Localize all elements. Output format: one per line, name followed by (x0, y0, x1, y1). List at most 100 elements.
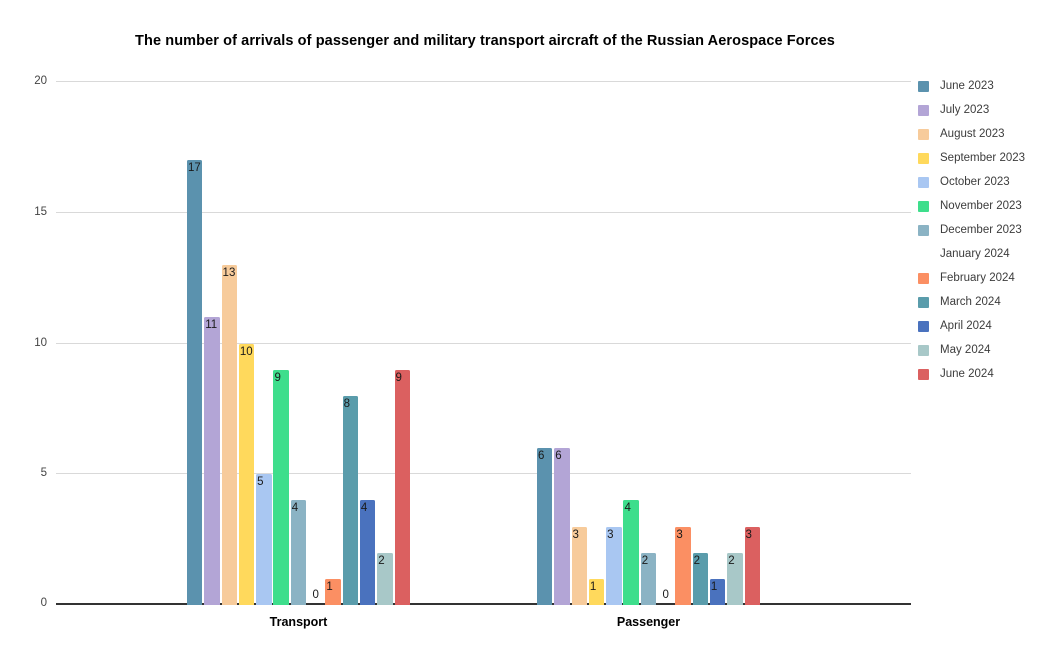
bar-slot: 3 (571, 82, 588, 605)
y-axis-tick-label: 0 (40, 597, 47, 609)
bar-value-label: 1 (326, 580, 333, 593)
legend-item[interactable]: June 2024 (918, 362, 1058, 386)
bar[interactable]: 17 (186, 160, 203, 605)
legend-label: April 2024 (940, 320, 992, 332)
x-axis-group-label: Passenger (616, 615, 681, 629)
bar-slot: 6 (553, 82, 570, 605)
bar[interactable]: 1 (588, 578, 605, 605)
bar[interactable]: 13 (221, 265, 237, 605)
legend-item[interactable]: September 2023 (918, 146, 1058, 170)
bar-slot: 8 (342, 82, 359, 605)
legend-label: June 2023 (940, 80, 994, 92)
bar[interactable]: 2 (640, 552, 657, 605)
legend-label: June 2024 (940, 368, 994, 380)
bar[interactable]: 6 (536, 448, 553, 605)
bar-slot: 3 (744, 82, 761, 605)
bar-slot: 10 (238, 82, 255, 605)
bar-group: 17 11 13 10 5 9 4 0 1 8 4 2 9 Transport (186, 82, 411, 629)
bar-value-label: 8 (343, 397, 351, 410)
legend-label: July 2023 (940, 104, 990, 116)
bar-value-label: 3 (676, 528, 683, 541)
legend-label: December 2023 (940, 224, 1022, 236)
legend-item[interactable]: July 2023 (918, 98, 1058, 122)
bar[interactable]: 3 (744, 526, 760, 605)
bar[interactable]: 10 (238, 343, 255, 605)
legend-item[interactable]: October 2023 (918, 170, 1058, 194)
gridline: 5 (41, 467, 911, 479)
legend-label: August 2023 (940, 128, 1005, 140)
legend-label: November 2023 (940, 200, 1022, 212)
bar[interactable]: 5 (256, 474, 272, 605)
bar[interactable]: 2 (692, 552, 709, 605)
bar[interactable]: 9 (394, 369, 410, 605)
legend-item[interactable]: December 2023 (918, 218, 1058, 242)
gridline: 20 (34, 75, 911, 87)
bar-value-label: 6 (555, 450, 562, 463)
y-axis-tick-label: 15 (34, 205, 47, 218)
bar-group-bars: 17 11 13 10 5 9 4 0 1 8 4 2 9 (186, 82, 411, 605)
bar[interactable]: 8 (342, 395, 359, 605)
bar[interactable]: 3 (675, 526, 691, 605)
y-axis-tick-label: 10 (34, 336, 47, 349)
legend-color-swatch (918, 296, 929, 308)
legend-item[interactable]: April 2024 (918, 314, 1058, 338)
bar-value-label: 5 (257, 476, 264, 489)
plot-area: 0 5 10 15 20 17 11 13 10 5 9 4 0 1 8 4 2 9 Transport 6 6 3 1 3… (34, 75, 911, 629)
legend-item[interactable]: November 2023 (918, 194, 1058, 218)
legend-label: February 2024 (940, 272, 1015, 284)
bar-slot: 1 (324, 82, 341, 605)
bar-value-label: 9 (274, 371, 281, 384)
legend-color-swatch (918, 224, 929, 236)
bar-slot: 9 (272, 82, 289, 605)
bar-slot: 11 (203, 82, 220, 605)
axis-baseline: 0 (41, 597, 911, 609)
chart-title: The number of arrivals of passenger and … (135, 33, 835, 49)
bar-slot: 5 (255, 82, 272, 605)
legend-item[interactable]: August 2023 (918, 122, 1058, 146)
legend-label: March 2024 (940, 296, 1001, 308)
bar[interactable]: 6 (554, 448, 570, 605)
bar-slot: 9 (394, 82, 411, 605)
bar[interactable]: 9 (273, 369, 289, 605)
bar[interactable]: 3 (606, 526, 622, 605)
bar-slot: 0 (657, 82, 674, 605)
bar[interactable]: 2 (727, 552, 743, 605)
legend-color-swatch (918, 344, 929, 356)
bar[interactable]: 3 (571, 526, 587, 605)
bar-slot: 6 (536, 82, 553, 605)
legend-item[interactable]: May 2024 (918, 338, 1058, 362)
bar-value-label: 2 (641, 554, 649, 567)
bar[interactable]: 1 (709, 578, 726, 605)
bar[interactable]: 4 (359, 500, 376, 605)
bar[interactable]: 2 (377, 552, 393, 605)
legend-item[interactable]: January 2024 (918, 242, 1058, 266)
legend-label: January 2024 (940, 248, 1010, 260)
bar-value-label: 9 (395, 371, 402, 384)
bar-value-label: 0 (312, 588, 319, 601)
bar-value-label: 13 (222, 267, 236, 280)
bar[interactable]: 1 (325, 578, 341, 605)
legend-color-swatch (918, 152, 929, 164)
legend-label: September 2023 (940, 152, 1026, 164)
bar[interactable]: 4 (290, 500, 307, 605)
bar-slot: 2 (376, 82, 393, 605)
legend-item[interactable]: June 2023 (918, 74, 1058, 98)
y-axis-tick-label: 20 (34, 75, 47, 87)
bar[interactable]: 4 (623, 500, 639, 605)
bar-value-label: 2 (728, 554, 735, 567)
bar-slot: 0 (307, 82, 324, 605)
bar[interactable]: 11 (204, 317, 220, 605)
legend-color-swatch (918, 200, 929, 212)
legend-item[interactable]: February 2024 (918, 266, 1058, 290)
legend-color-swatch (918, 368, 929, 380)
bar-value-label: 4 (624, 502, 631, 515)
legend-color-swatch (918, 248, 929, 260)
bar-value-label: 3 (607, 528, 614, 541)
legend-color-swatch (918, 128, 929, 140)
bar-slot: 2 (640, 82, 657, 605)
bar-value-label: 3 (745, 528, 752, 541)
legend-item[interactable]: March 2024 (918, 290, 1058, 314)
bar-slot: 2 (726, 82, 743, 605)
